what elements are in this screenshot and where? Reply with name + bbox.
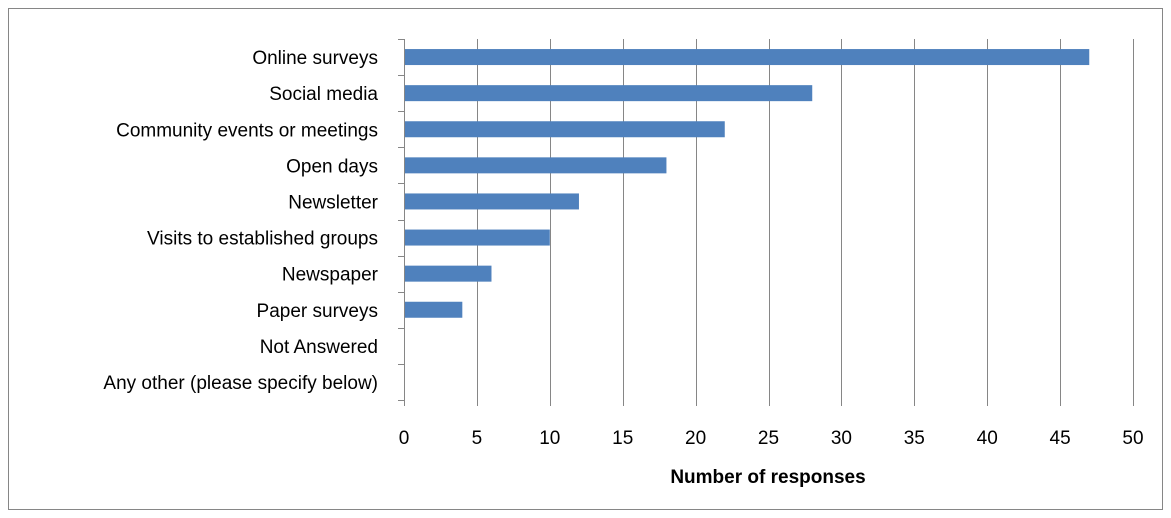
x-tick-label: 50: [1122, 428, 1143, 449]
bar-social-media: [405, 85, 813, 102]
x-tick-label: 20: [685, 428, 706, 449]
category-label: Online surveys: [252, 48, 378, 69]
category-label: Not Answered: [260, 337, 378, 358]
axes: [398, 39, 405, 401]
x-tick-label: 30: [831, 428, 852, 449]
x-tick-label: 5: [472, 428, 483, 449]
x-tick-label: 0: [399, 428, 410, 449]
category-label: Paper surveys: [257, 301, 378, 322]
bar-paper-surveys: [405, 301, 463, 318]
x-axis-title: Number of responses: [670, 467, 865, 488]
x-tick-label: 35: [904, 428, 925, 449]
x-tick-label: 10: [539, 428, 560, 449]
category-label: Open days: [286, 156, 378, 177]
bar-newsletter: [405, 193, 579, 210]
bar-online-surveys: [405, 49, 1090, 66]
tick-labels: 0 5 10 15 20 25 30 35 40 45 50: [399, 428, 1144, 449]
category-label: Community events or meetings: [116, 120, 378, 141]
x-tick-label: 40: [977, 428, 998, 449]
x-tick-label: 15: [612, 428, 633, 449]
bar-open-days: [405, 157, 667, 174]
category-label: Any other (please specify below): [103, 373, 378, 394]
bars: [405, 49, 1090, 318]
category-label: Newsletter: [288, 192, 378, 213]
x-tick-label: 45: [1050, 428, 1071, 449]
category-label: Visits to established groups: [147, 229, 378, 250]
bar-community-events-or-meetings: [405, 121, 725, 138]
category-label: Social media: [269, 84, 378, 105]
category-labels: Online surveys Social media Community even…: [103, 48, 378, 394]
bar-visits-to-established-groups: [405, 229, 550, 246]
category-label: Newspaper: [282, 265, 379, 286]
bar-newspaper: [405, 265, 492, 282]
x-tick-label: 25: [758, 428, 779, 449]
